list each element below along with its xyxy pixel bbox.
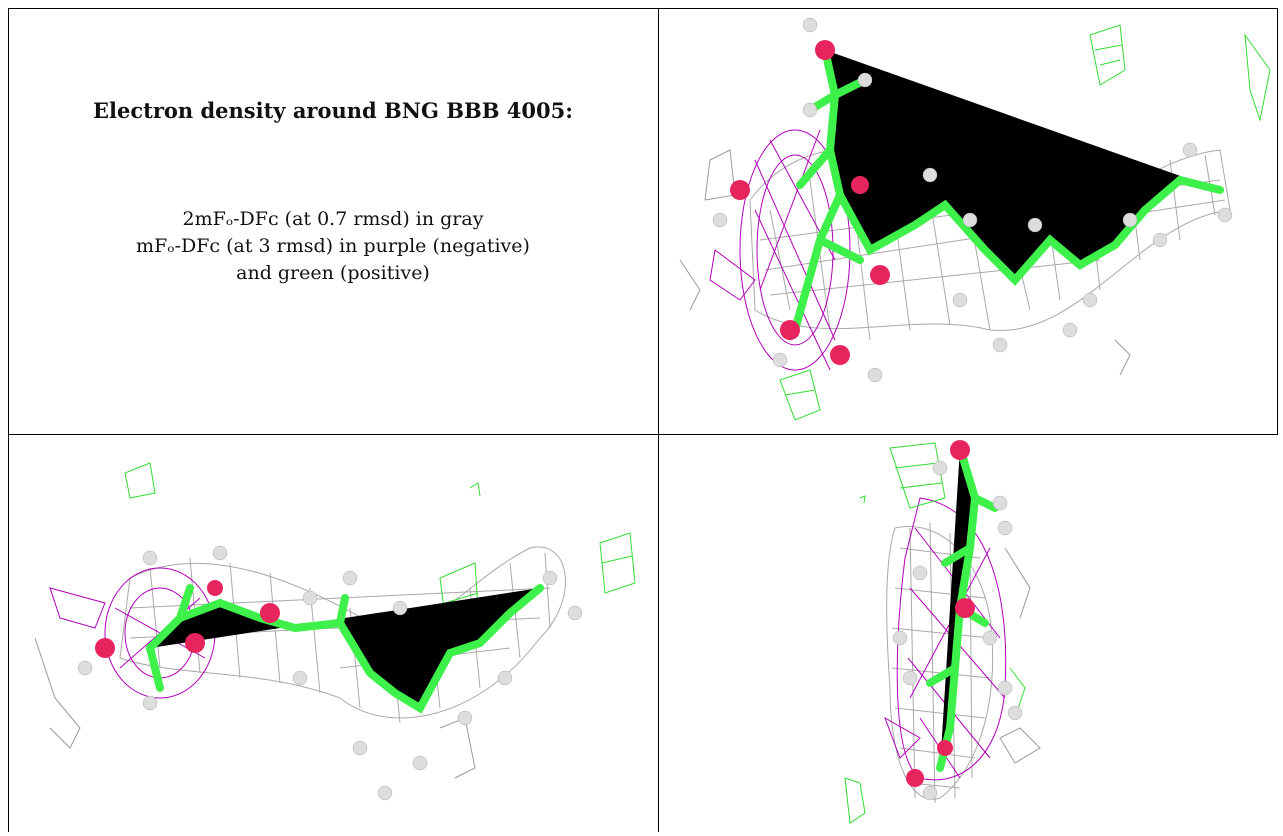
border-row-divider	[8, 434, 1278, 435]
molecule-density-view-1-icon	[679, 17, 1271, 421]
border-left	[8, 8, 9, 832]
figure-grid: Electron density around BNG BBB 4005: 2m…	[8, 8, 1278, 833]
border-top	[8, 8, 1278, 9]
density-legend: 2mFₒ-DFᴄ (at 0.7 rmsd) in gray mFₒ-DFᴄ (…	[8, 206, 658, 287]
molecule-density-view-2-icon	[34, 462, 636, 801]
legend-green-line: and green (positive)	[236, 262, 430, 284]
caption-cell: Electron density around BNG BBB 4005: 2m…	[8, 8, 658, 433]
border-middle	[658, 8, 659, 832]
view-bottom-right-panel	[660, 438, 1276, 832]
molecule-density-view-3-icon	[844, 440, 1041, 824]
figure-title: Electron density around BNG BBB 4005:	[93, 98, 573, 123]
view-top-right-panel	[660, 10, 1276, 433]
view-bottom-left-panel	[10, 438, 656, 832]
legend-gray-line: 2mFₒ-DFᴄ (at 0.7 rmsd) in gray	[182, 208, 484, 230]
legend-purple-line: mFₒ-DFᴄ (at 3 rmsd) in purple (negative)	[136, 235, 530, 257]
border-right	[1277, 8, 1278, 435]
